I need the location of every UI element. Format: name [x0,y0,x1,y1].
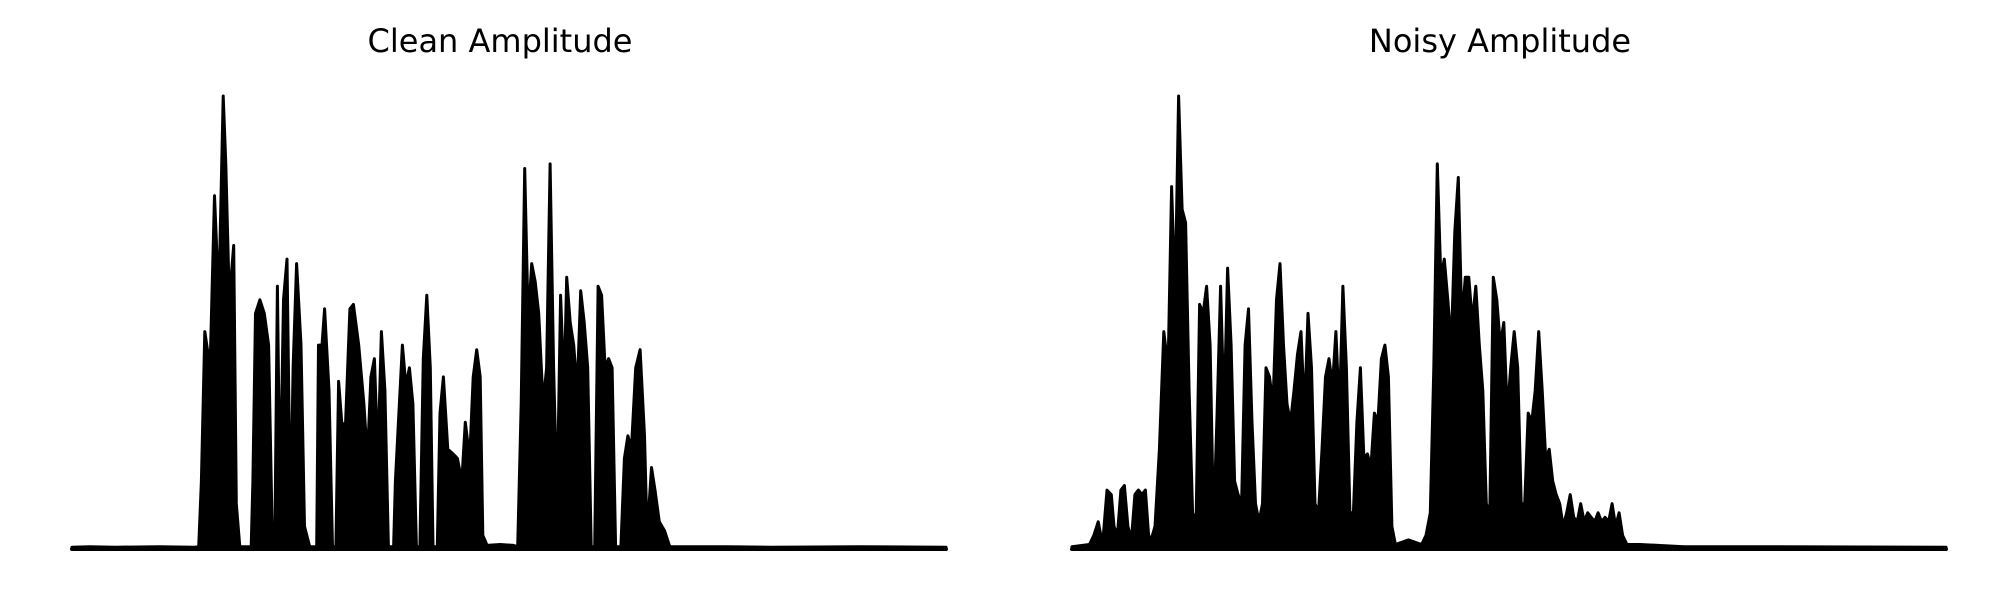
clean-amplitude-chart [70,94,948,551]
noisy-amplitude-title: Noisy Amplitude [1368,22,1632,60]
noisy-amplitude-panel: Noisy Amplitude [1000,0,2000,600]
amplitude-area [1070,94,1948,551]
clean-amplitude-title: Clean Amplitude [367,22,633,60]
amplitude-area [70,94,948,551]
noisy-amplitude-chart [1070,94,1948,551]
clean-amplitude-panel: Clean Amplitude [70,22,948,551]
